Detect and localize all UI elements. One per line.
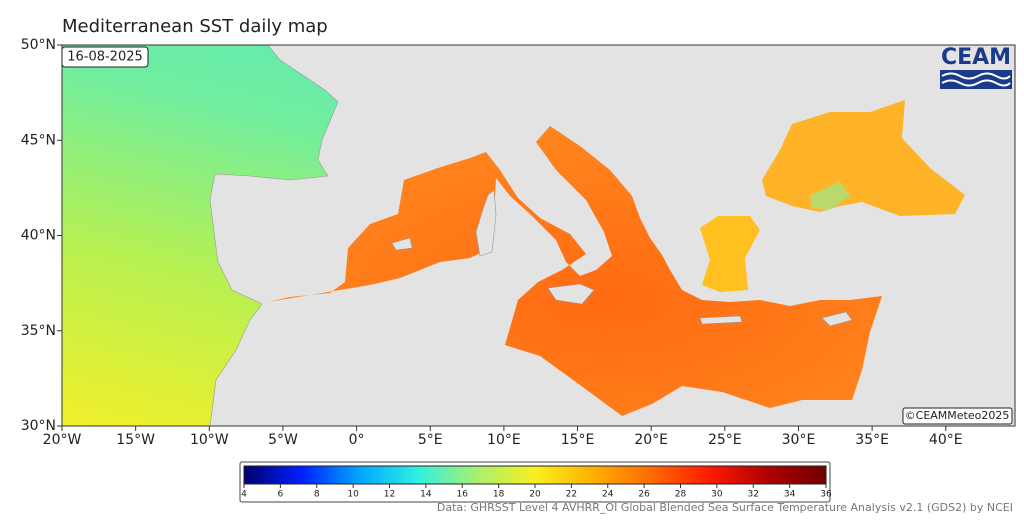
colorbar xyxy=(243,465,827,485)
y-tick-label: 50°N xyxy=(21,37,56,53)
y-tick-label: 30°N xyxy=(21,418,56,434)
x-tick-label: 20°W xyxy=(43,432,82,448)
title: Mediterranean SST daily map xyxy=(62,16,328,37)
colorbar-tick-label: 12 xyxy=(384,490,395,500)
source: Data: GHRSST Level 4 AVHRR_OI Global Ble… xyxy=(437,501,1013,514)
colorbar-tick-label: 26 xyxy=(638,490,650,500)
sicily xyxy=(547,283,595,305)
colorbar-tick-label: 6 xyxy=(278,490,284,500)
colorbar-tick-label: 30 xyxy=(711,490,723,500)
map xyxy=(62,45,1015,426)
aegean-sea xyxy=(700,216,760,292)
colorbar-tick-label: 16 xyxy=(457,490,469,500)
x-tick-label: 10°E xyxy=(487,432,521,448)
x-tick-label: 15°W xyxy=(116,432,155,448)
colorbar-tick-label: 20 xyxy=(529,490,541,500)
colorbar-tick-label: 36 xyxy=(820,490,832,500)
corsica-sardinia xyxy=(475,189,497,257)
cyprus xyxy=(821,311,853,327)
colorbar-tick-label: 4 xyxy=(241,490,247,500)
logo-text: CEAM xyxy=(941,45,1011,70)
x-tick-label: 0° xyxy=(349,432,365,448)
copyright: ©CEAMMeteo2025 xyxy=(905,409,1010,422)
colorbar-tick-label: 32 xyxy=(748,490,759,500)
x-tick-label: 10°W xyxy=(190,432,229,448)
y-tick-label: 40°N xyxy=(21,228,56,244)
logo-waves xyxy=(941,72,1011,87)
colorbar-tick-label: 34 xyxy=(784,490,796,500)
colorbar-tick-label: 28 xyxy=(675,490,687,500)
x-tick-label: 30°E xyxy=(782,432,816,448)
x-tick-label: 15°E xyxy=(561,432,595,448)
black-sea xyxy=(762,100,965,216)
mallorca xyxy=(391,237,413,251)
colorbar-tick-label: 18 xyxy=(493,490,505,500)
date-box xyxy=(61,46,149,68)
colorbar-tick-label: 10 xyxy=(347,490,359,500)
x-tick-label: 5°E xyxy=(418,432,443,448)
colorbar-box xyxy=(239,461,831,503)
y-tick-label: 45°N xyxy=(21,132,56,148)
y-tick-label: 35°N xyxy=(21,323,56,339)
colorbar-tick-label: 14 xyxy=(420,490,432,500)
logo: CEAM xyxy=(940,45,1012,89)
x-tick-label: 40°E xyxy=(929,432,963,448)
mediterranean-sea xyxy=(268,126,882,416)
crete xyxy=(699,315,743,325)
date: 16-08-2025 xyxy=(67,50,143,65)
colorbar-tick-label: 22 xyxy=(566,490,577,500)
colorbar-tick-label: 24 xyxy=(602,490,614,500)
x-tick-label: 20°E xyxy=(634,432,668,448)
copyright-box xyxy=(902,407,1013,425)
x-tick-label: 5°W xyxy=(268,432,298,448)
x-tick-label: 25°E xyxy=(708,432,742,448)
x-tick-label: 35°E xyxy=(855,432,889,448)
colorbar-tick-label: 8 xyxy=(314,490,320,500)
black-sea-cool-patch xyxy=(810,182,850,210)
